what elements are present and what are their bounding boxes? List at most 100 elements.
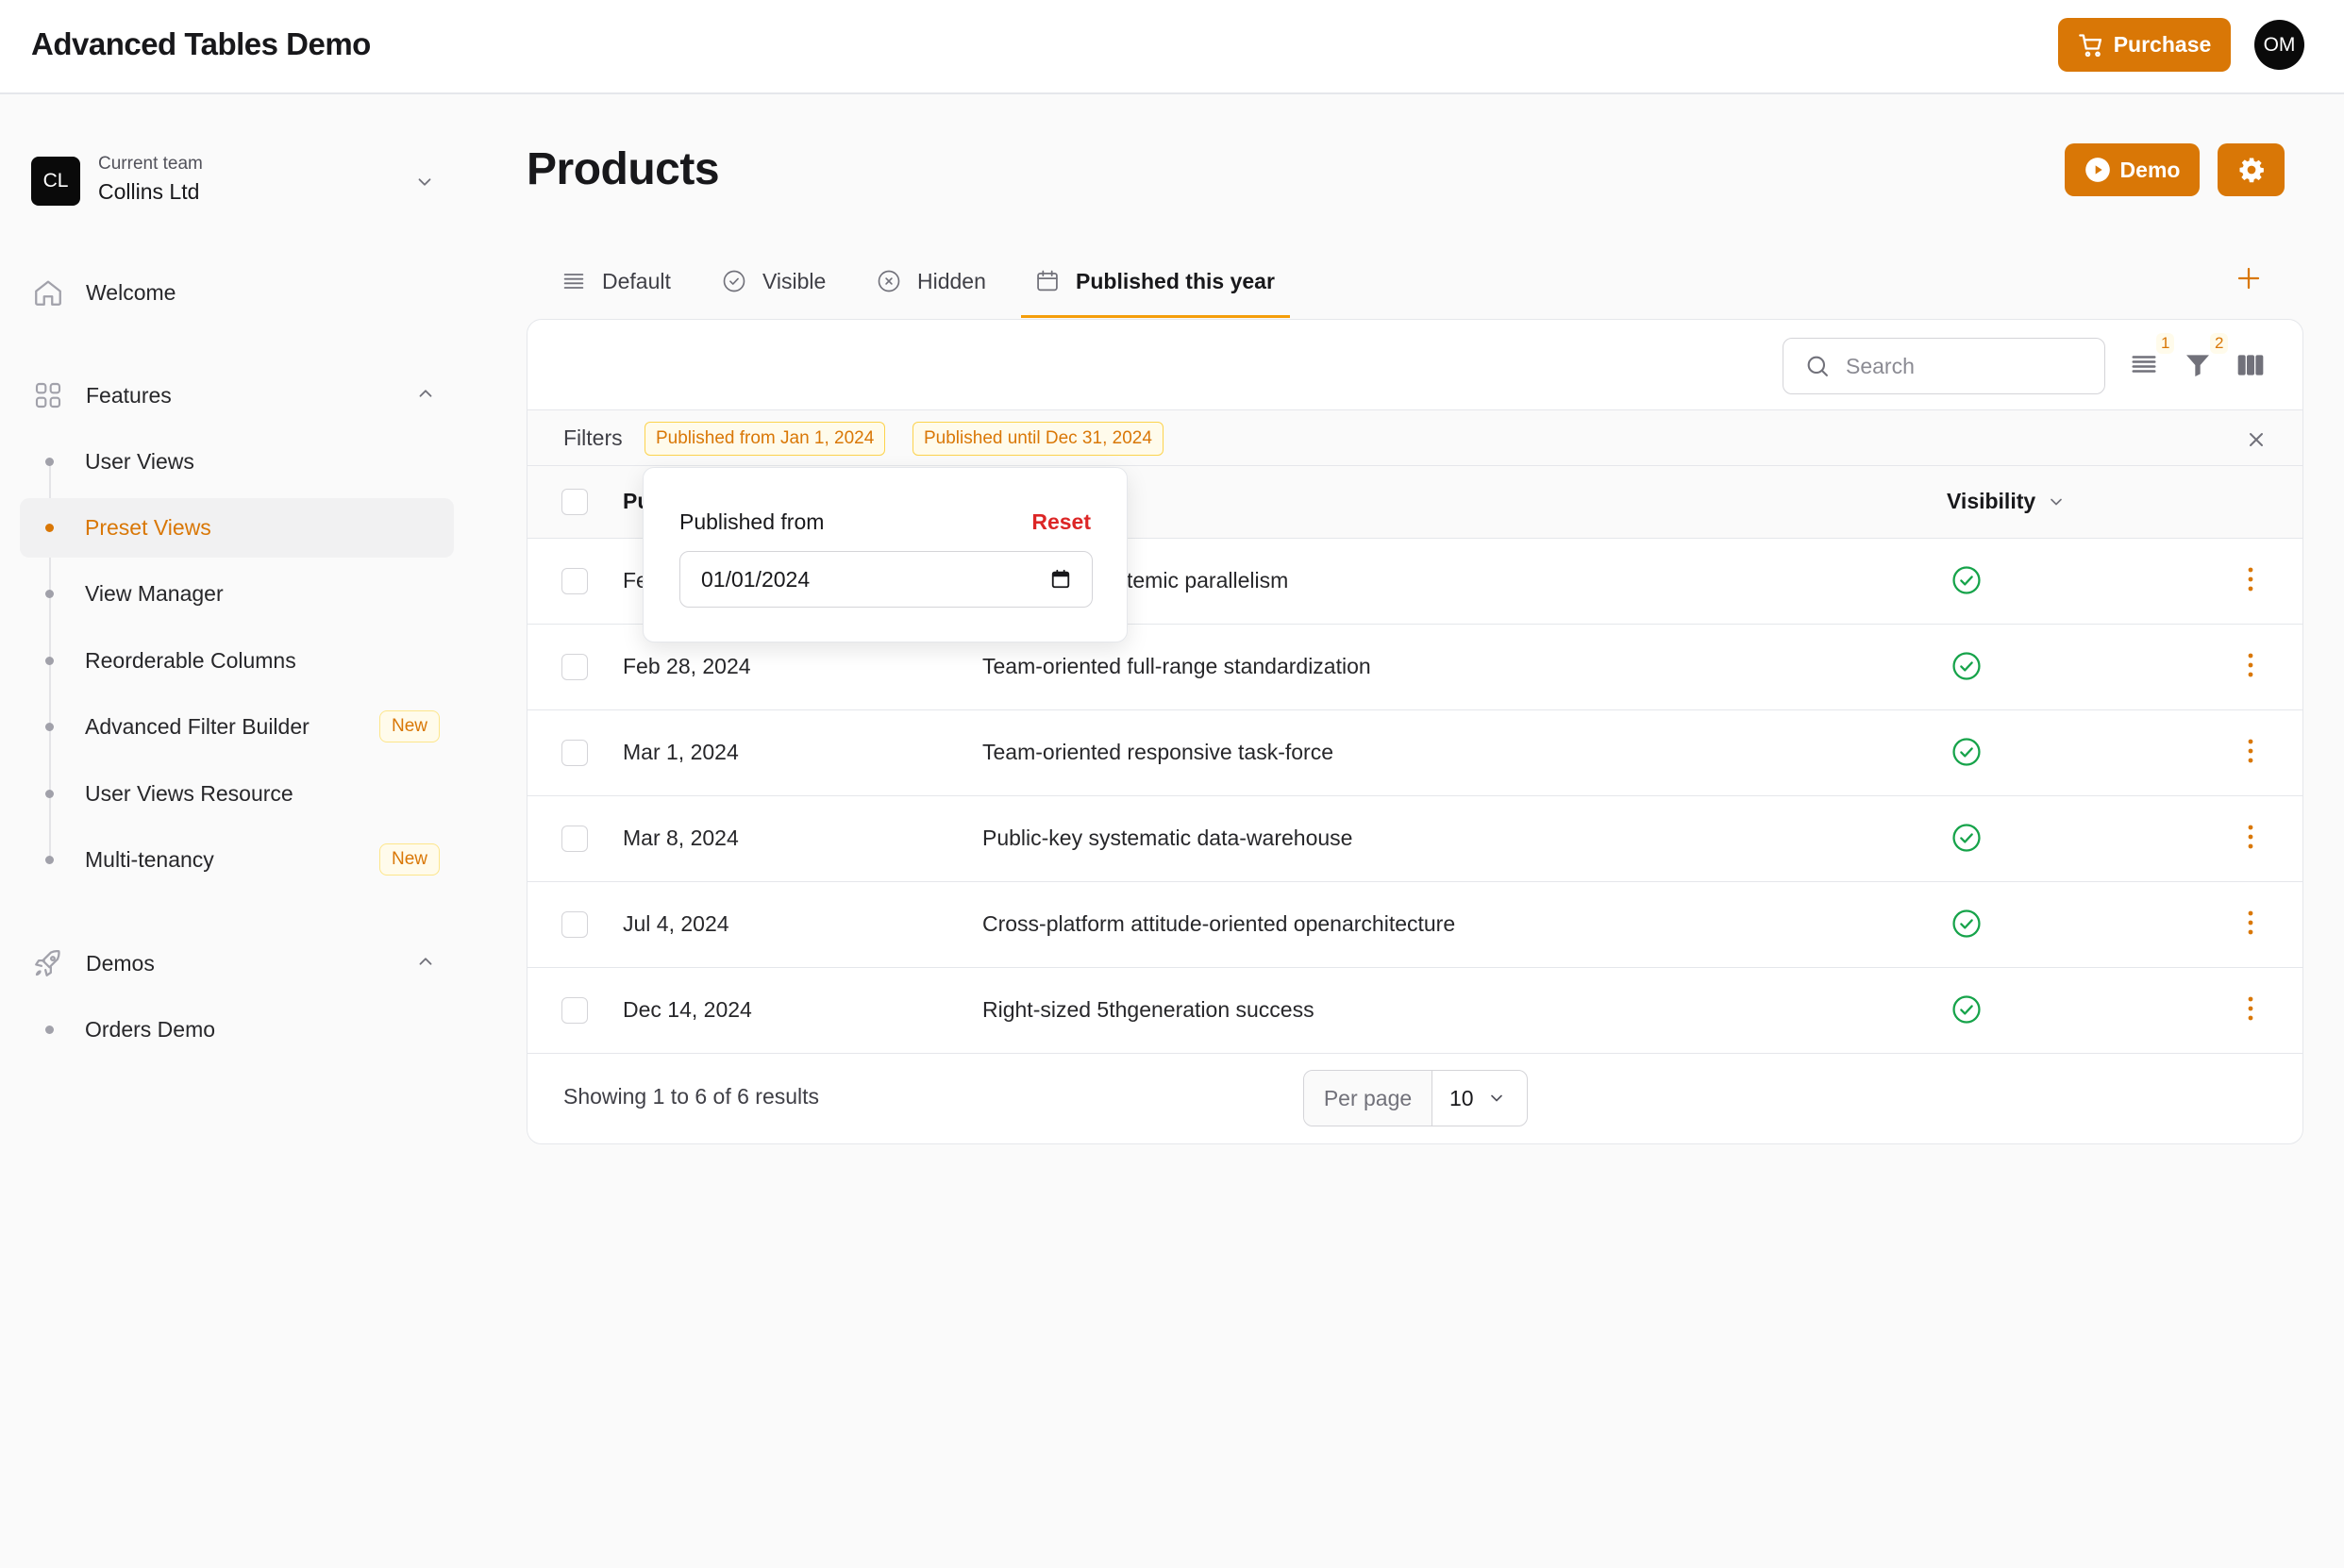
table-row[interactable]: Jul 4, 2024 Cross-platform attitude-orie… bbox=[527, 882, 2302, 968]
tab-label: Visible bbox=[762, 268, 827, 293]
filter-count-badge: 2 bbox=[2210, 333, 2229, 354]
row-checkbox[interactable] bbox=[561, 826, 588, 852]
team-name: Collins Ltd bbox=[98, 179, 200, 204]
column-header-visibility[interactable]: Visibility bbox=[1947, 489, 2066, 514]
search-input[interactable] bbox=[1846, 353, 2072, 379]
per-page-value-container[interactable]: 10 bbox=[1432, 1086, 1527, 1111]
more-vertical-icon bbox=[2247, 737, 2254, 765]
more-vertical-icon bbox=[2247, 651, 2254, 679]
published-date: Feb 28, 2024 bbox=[623, 654, 751, 678]
demo-button[interactable]: Demo bbox=[2065, 143, 2200, 196]
list-icon bbox=[561, 268, 587, 294]
filter-chip[interactable]: Published from Jan 1, 2024 bbox=[645, 422, 886, 456]
row-checkbox[interactable] bbox=[561, 568, 588, 594]
visible-check-icon bbox=[1951, 736, 1983, 768]
chevron-up-icon[interactable] bbox=[415, 951, 436, 972]
filter-button[interactable] bbox=[2183, 350, 2213, 380]
row-actions-button[interactable] bbox=[2247, 909, 2254, 937]
plus-icon bbox=[2235, 264, 2263, 292]
per-page-select[interactable]: Per page 10 bbox=[1303, 1070, 1528, 1126]
x-circle-icon bbox=[876, 268, 902, 294]
tab-visible[interactable]: Visible bbox=[721, 262, 826, 300]
sidebar-group-features[interactable]: Features bbox=[31, 378, 172, 412]
filter-chip[interactable]: Published until Dec 31, 2024 bbox=[912, 422, 1164, 456]
team-caption: Current team bbox=[98, 154, 203, 174]
row-actions-button[interactable] bbox=[2247, 651, 2254, 679]
sidebar-item-advanced-filter-builder[interactable]: Advanced Filter Builder bbox=[85, 714, 310, 739]
sidebar-group-label: Demos bbox=[86, 950, 155, 976]
tab-published-this-year[interactable]: Published this year bbox=[1034, 262, 1275, 300]
search-icon bbox=[1804, 353, 1831, 379]
row-checkbox[interactable] bbox=[561, 997, 588, 1024]
row-actions-button[interactable] bbox=[2247, 737, 2254, 765]
columns-button[interactable] bbox=[2235, 350, 2266, 380]
sidebar-item-preset-views[interactable]: Preset Views bbox=[85, 515, 211, 540]
team-switcher[interactable]: CL Current team Collins Ltd bbox=[31, 151, 446, 211]
demo-label: Demo bbox=[2119, 157, 2181, 182]
date-value: 01/01/2024 bbox=[701, 566, 811, 592]
sidebar-item-view-manager[interactable]: View Manager bbox=[85, 581, 224, 606]
table-row[interactable]: Feb 28, 2024 Team-oriented full-range st… bbox=[527, 625, 2302, 710]
rocket-icon bbox=[31, 946, 65, 980]
sidebar-active-highlight bbox=[20, 498, 454, 558]
sidebar-item-user-views-resource[interactable]: User Views Resource bbox=[85, 781, 293, 806]
sidebar-item-welcome[interactable]: Welcome bbox=[31, 275, 176, 309]
table-row[interactable]: Mar 1, 2024 Team-oriented responsive tas… bbox=[527, 710, 2302, 796]
product-name: Cross-platform attitude-oriented openarc… bbox=[982, 911, 1456, 936]
sidebar-item-reorderable-columns[interactable]: Reorderable Columns bbox=[85, 648, 296, 673]
row-checkbox[interactable] bbox=[561, 740, 588, 766]
product-name: Right-sized 5thgeneration success bbox=[982, 997, 1314, 1022]
play-circle-icon bbox=[2084, 157, 2111, 183]
home-icon bbox=[31, 275, 65, 309]
bullet-icon bbox=[45, 723, 54, 731]
table-row[interactable]: Fe ystemic parallelism bbox=[527, 539, 2302, 625]
tab-label: Default bbox=[602, 268, 671, 293]
group-rows-button[interactable] bbox=[2130, 350, 2158, 378]
filters-label: Filters bbox=[563, 425, 623, 450]
sidebar-item-user-views[interactable]: User Views bbox=[85, 449, 194, 474]
published-date: Mar 1, 2024 bbox=[623, 740, 739, 764]
product-name: Public-key systematic data-warehouse bbox=[982, 826, 1353, 850]
bullet-icon bbox=[45, 790, 54, 798]
row-checkbox[interactable] bbox=[561, 654, 588, 680]
purchase-label: Purchase bbox=[2113, 32, 2212, 57]
search-box[interactable] bbox=[1783, 338, 2105, 394]
settings-button[interactable] bbox=[2218, 143, 2285, 196]
new-badge: New bbox=[379, 843, 441, 876]
published-from-date-input[interactable]: 01/01/2024 bbox=[679, 551, 1093, 608]
new-badge: New bbox=[379, 710, 441, 742]
calendar-icon bbox=[1034, 268, 1061, 294]
user-avatar[interactable]: OM bbox=[2254, 20, 2304, 70]
sidebar-item-multi-tenancy[interactable]: Multi-tenancy bbox=[85, 847, 214, 872]
add-view-button[interactable] bbox=[2235, 264, 2263, 292]
sidebar-item-orders-demo[interactable]: Orders Demo bbox=[85, 1017, 216, 1042]
product-name: Team-oriented responsive task-force bbox=[982, 740, 1333, 764]
published-date: Mar 8, 2024 bbox=[623, 826, 739, 850]
select-all-checkbox[interactable] bbox=[561, 489, 588, 515]
active-tab-indicator bbox=[1021, 315, 1290, 318]
column-header-label: Visibility bbox=[1947, 489, 2036, 513]
table-row[interactable]: Mar 8, 2024 Public-key systematic data-w… bbox=[527, 796, 2302, 882]
row-checkbox[interactable] bbox=[561, 911, 588, 938]
calendar-icon[interactable] bbox=[1050, 569, 1071, 590]
tab-label: Hidden bbox=[917, 268, 986, 293]
tab-default[interactable]: Default bbox=[561, 262, 671, 300]
chevron-up-icon[interactable] bbox=[415, 383, 436, 404]
published-date: Jul 4, 2024 bbox=[623, 911, 729, 936]
row-actions-button[interactable] bbox=[2247, 823, 2254, 851]
sidebar-group-demos[interactable]: Demos bbox=[31, 946, 155, 980]
bullet-icon bbox=[45, 657, 54, 665]
published-from-popover: Published from Reset 01/01/2024 bbox=[643, 467, 1128, 642]
row-actions-button[interactable] bbox=[2247, 565, 2254, 593]
cart-icon bbox=[2078, 32, 2104, 58]
purchase-button[interactable]: Purchase bbox=[2058, 18, 2231, 72]
bullet-icon bbox=[45, 1026, 54, 1034]
clear-filters-button[interactable] bbox=[2245, 428, 2268, 451]
rows-icon bbox=[2130, 350, 2158, 378]
row-actions-button[interactable] bbox=[2247, 994, 2254, 1023]
tab-label: Published this year bbox=[1076, 268, 1275, 293]
table-row[interactable]: Dec 14, 2024 Right-sized 5thgeneration s… bbox=[527, 968, 2302, 1054]
reset-button[interactable]: Reset bbox=[1031, 509, 1091, 534]
tab-hidden[interactable]: Hidden bbox=[876, 262, 986, 300]
bullet-icon bbox=[45, 856, 54, 864]
